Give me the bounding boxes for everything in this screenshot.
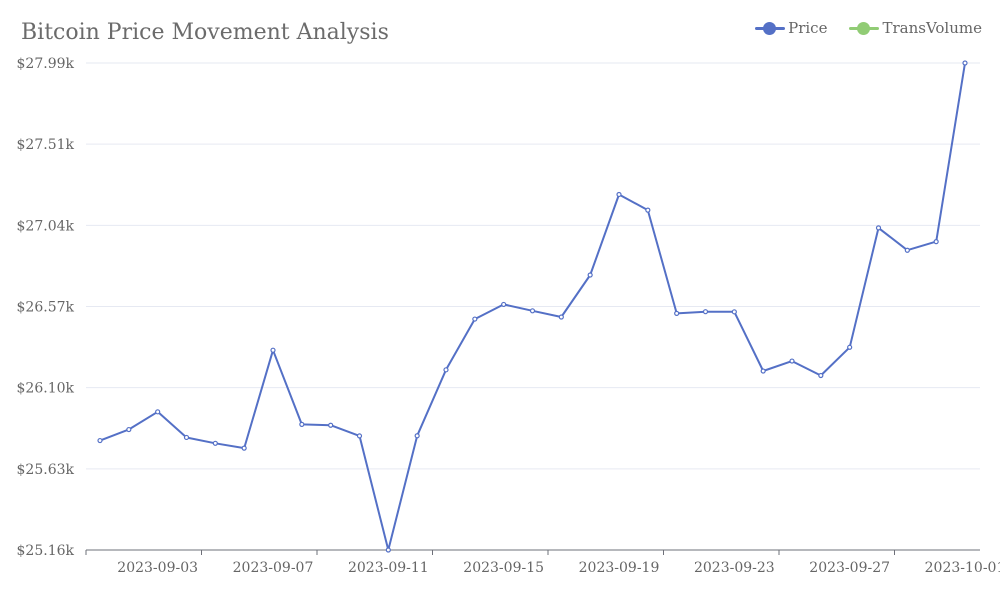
y-tick-label: $25.63k bbox=[17, 462, 75, 478]
legend: Price TransVolume bbox=[733, 19, 982, 37]
legend-dot-price bbox=[763, 22, 777, 35]
data-point bbox=[789, 358, 795, 364]
data-point bbox=[731, 309, 737, 315]
chart-title: Bitcoin Price Movement Analysis bbox=[21, 20, 389, 45]
legend-dot-transvolume bbox=[857, 22, 871, 35]
y-tick-label: $27.51k bbox=[17, 137, 75, 153]
x-tick-label: 2023-09-11 bbox=[348, 560, 429, 576]
data-point bbox=[443, 367, 449, 373]
data-point bbox=[587, 272, 593, 278]
series-group bbox=[97, 60, 968, 553]
y-tick-label: $26.10k bbox=[17, 381, 75, 397]
data-point bbox=[241, 445, 247, 451]
x-tick-label: 2023-09-07 bbox=[233, 560, 314, 576]
data-point bbox=[962, 60, 968, 66]
y-tick-label: $27.04k bbox=[17, 218, 75, 234]
y-axis-ticks: $25.16k $25.63k $26.10k $26.57k $27.04k $27.5… bbox=[17, 56, 75, 559]
data-point bbox=[674, 310, 680, 316]
x-axis: 2023-09-03 2023-09-07 2023-09-11 2023-09-15… bbox=[85, 549, 1000, 576]
data-point bbox=[414, 433, 420, 439]
data-point bbox=[328, 422, 334, 428]
x-tick-label: 2023-09-19 bbox=[579, 560, 660, 576]
legend-label-transvolume: TransVolume bbox=[882, 19, 982, 37]
data-point bbox=[270, 347, 276, 353]
data-point bbox=[702, 309, 709, 315]
data-point bbox=[501, 301, 507, 308]
data-point bbox=[818, 372, 824, 379]
x-tick-label: 2023-10-01 bbox=[925, 560, 1000, 576]
legend-marker-price bbox=[755, 21, 786, 35]
data-point bbox=[645, 207, 651, 213]
data-point bbox=[356, 433, 363, 439]
legend-label-price: Price bbox=[788, 19, 828, 37]
data-point bbox=[183, 434, 190, 441]
data-point bbox=[616, 191, 622, 198]
data-point bbox=[558, 314, 564, 320]
data-point bbox=[385, 547, 391, 553]
legend-item-transvolume[interactable]: TransVolume bbox=[849, 19, 982, 37]
data-point bbox=[529, 308, 536, 314]
x-tick-label: 2023-09-27 bbox=[809, 560, 890, 576]
data-point bbox=[126, 426, 132, 433]
data-point bbox=[212, 440, 218, 446]
y-tick-label: $26.57k bbox=[17, 300, 75, 316]
legend-item-price[interactable]: Price bbox=[755, 19, 827, 37]
x-tick-label: 2023-09-03 bbox=[117, 560, 198, 576]
y-tick-label: $25.16k bbox=[17, 543, 75, 559]
x-tick-label: 2023-09-15 bbox=[463, 560, 544, 576]
x-tick-label: 2023-09-23 bbox=[694, 560, 775, 576]
data-point bbox=[97, 437, 103, 444]
data-point bbox=[299, 421, 305, 427]
data-point bbox=[472, 316, 478, 322]
y-tick-label: $27.99k bbox=[17, 56, 75, 72]
data-point bbox=[155, 409, 161, 415]
data-point bbox=[847, 344, 853, 350]
grid-lines bbox=[86, 62, 980, 470]
data-point bbox=[875, 225, 882, 231]
legend-marker-transvolume bbox=[849, 21, 880, 35]
data-point bbox=[904, 247, 910, 253]
data-point bbox=[760, 368, 766, 374]
data-point bbox=[933, 239, 939, 245]
